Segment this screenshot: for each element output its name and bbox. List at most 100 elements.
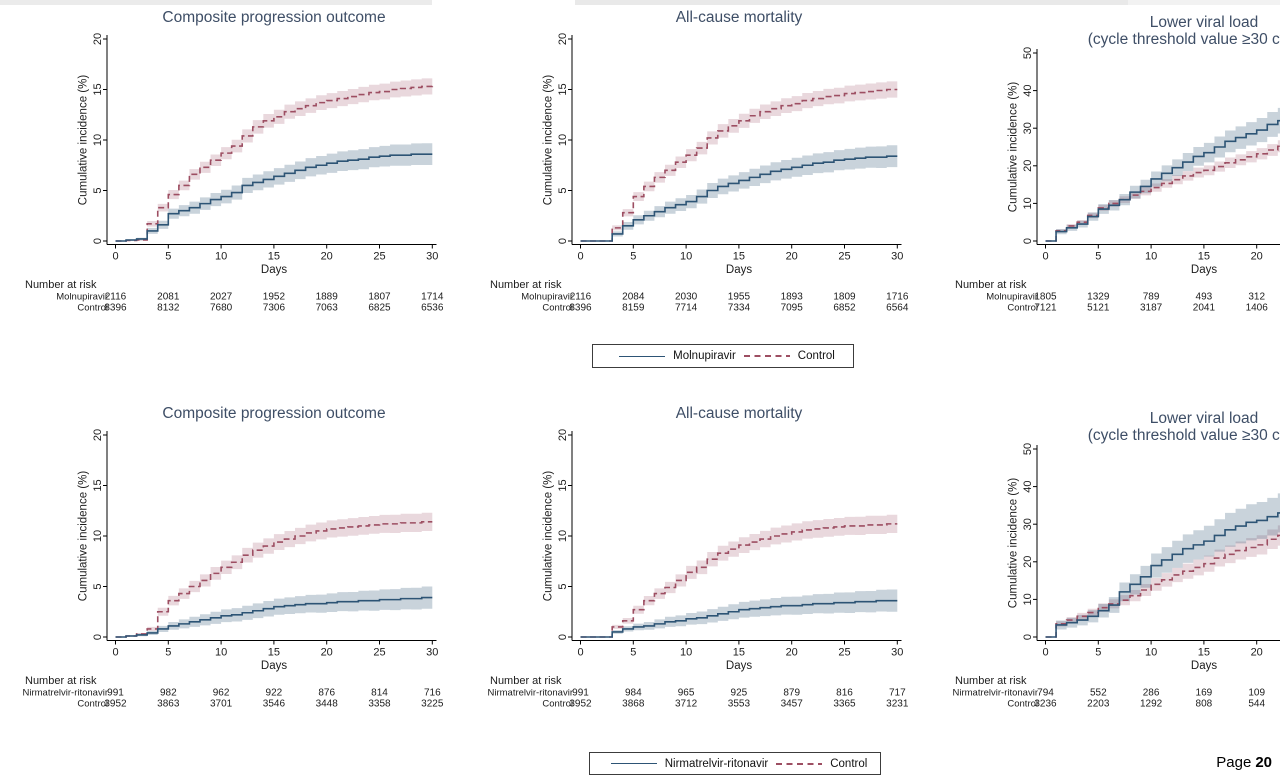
km-plot: 0 5 10 15 20 0 5 10 15 20 25 30 Days Cumulative incid… bbox=[487, 405, 908, 710]
x-tick-label: 30 bbox=[891, 251, 903, 263]
control-ci-band bbox=[1045, 525, 1280, 637]
at-risk-count: 1807 bbox=[368, 292, 391, 303]
at-risk-row-label: Nirmatrelvir-ritonavir bbox=[487, 688, 573, 699]
y-axis-label: Cumulative incidence (%) bbox=[78, 75, 90, 206]
at-risk-count: 7095 bbox=[781, 303, 804, 314]
at-risk-count: 3863 bbox=[157, 699, 180, 710]
treatment-ci-band bbox=[115, 586, 433, 637]
at-risk-count: 1805 bbox=[1034, 292, 1057, 303]
x-tick-label: 5 bbox=[1095, 251, 1101, 263]
control-line-sample bbox=[743, 355, 790, 357]
at-risk-row-label: Nirmatrelvir-ritonavir bbox=[952, 688, 1038, 699]
control-curve bbox=[580, 523, 898, 638]
x-tick-label: 30 bbox=[426, 647, 438, 659]
at-risk-count: 2116 bbox=[105, 292, 127, 303]
at-risk-count: 109 bbox=[1248, 688, 1265, 699]
control-curve bbox=[580, 88, 898, 242]
at-risk-count: 2084 bbox=[622, 292, 645, 303]
y-tick-label: 0 bbox=[557, 238, 569, 244]
x-tick-label: 25 bbox=[373, 251, 385, 263]
x-tick-label: 15 bbox=[733, 647, 745, 659]
at-risk-row-label: Control bbox=[1007, 699, 1038, 710]
control-ci-band bbox=[1045, 140, 1280, 241]
at-risk-count: 3457 bbox=[781, 699, 804, 710]
km-plot: 0 5 10 15 20 0 5 10 15 20 25 30 Days Cumulative incid… bbox=[490, 9, 909, 314]
x-tick-label: 20 bbox=[321, 251, 333, 263]
panel-title: All-cause mortality bbox=[676, 405, 803, 422]
at-risk-count: 3187 bbox=[1140, 303, 1163, 314]
at-risk-row-label: Control bbox=[77, 303, 108, 314]
y-tick-label: 0 bbox=[1022, 634, 1034, 640]
legend-control-label: Control bbox=[830, 757, 868, 770]
x-tick-label: 20 bbox=[1251, 251, 1263, 263]
y-tick-label: 0 bbox=[92, 238, 104, 244]
x-axis-label: Days bbox=[1191, 264, 1217, 276]
x-tick-label: 10 bbox=[680, 647, 692, 659]
at-risk-count: 965 bbox=[678, 688, 695, 699]
x-tick-label: 10 bbox=[1145, 251, 1157, 263]
x-axis-label: Days bbox=[261, 264, 287, 276]
y-tick-label: 15 bbox=[92, 479, 104, 491]
y-tick-label: 10 bbox=[1022, 197, 1034, 209]
treatment-line-sample bbox=[619, 355, 666, 357]
km-plot: 0 5 10 15 20 0 5 10 15 20 25 30 Days Cumulative incid… bbox=[25, 9, 444, 314]
x-tick-label: 0 bbox=[112, 251, 118, 263]
at-risk-count: 1952 bbox=[263, 292, 286, 303]
control-curve bbox=[115, 521, 433, 638]
x-tick-label: 10 bbox=[1145, 647, 1157, 659]
at-risk-row-label: Nirmatrelvir-ritonavir bbox=[22, 688, 108, 699]
at-risk-count: 8396 bbox=[104, 303, 127, 314]
control-line-sample bbox=[776, 762, 823, 765]
y-tick-label: 50 bbox=[1022, 443, 1034, 455]
y-axis-label: Cumulative incidence (%) bbox=[543, 471, 555, 602]
at-risk-count: 3358 bbox=[368, 699, 391, 710]
y-tick-label: 5 bbox=[92, 583, 104, 589]
y-tick-label: 5 bbox=[92, 187, 104, 193]
at-risk-count: 984 bbox=[625, 688, 642, 699]
y-tick-label: 0 bbox=[1022, 238, 1034, 244]
at-risk-count: 3701 bbox=[210, 699, 233, 710]
at-risk-row-label: Control bbox=[542, 699, 573, 710]
control-curve bbox=[115, 85, 434, 242]
km-plot: 0 10 20 30 40 50 0 5 10 15 20 Days Cumulative incide… bbox=[955, 14, 1280, 314]
at-risk-row-label: Control bbox=[77, 699, 108, 710]
panel-title: Lower viral load bbox=[1150, 410, 1259, 427]
y-tick-label: 5 bbox=[557, 187, 569, 193]
at-risk-count: 794 bbox=[1037, 688, 1054, 699]
at-risk-row-label: Control bbox=[1007, 303, 1038, 314]
panel-title: All-cause mortality bbox=[676, 9, 803, 26]
at-risk-count: 8132 bbox=[157, 303, 180, 314]
x-tick-label: 0 bbox=[112, 647, 118, 659]
x-tick-label: 15 bbox=[268, 647, 280, 659]
at-risk-count: 6825 bbox=[368, 303, 391, 314]
legend-treatment-label: Molnupiravir bbox=[673, 350, 736, 362]
at-risk-count: 7334 bbox=[728, 303, 751, 314]
at-risk-header: Number at risk bbox=[490, 279, 562, 291]
treatment-ci-band bbox=[115, 143, 433, 241]
at-risk-count: 991 bbox=[107, 688, 124, 699]
at-risk-count: 1955 bbox=[728, 292, 751, 303]
treatment-curve bbox=[580, 599, 898, 638]
panel-title: (cycle threshold value ≥30 cycles) bbox=[1088, 31, 1280, 48]
at-risk-count: 789 bbox=[1143, 292, 1160, 303]
y-tick-label: 15 bbox=[92, 83, 104, 95]
at-risk-count: 493 bbox=[1196, 292, 1213, 303]
at-risk-count: 816 bbox=[836, 688, 853, 699]
y-tick-label: 20 bbox=[557, 33, 569, 45]
x-tick-label: 0 bbox=[577, 251, 583, 263]
y-tick-label: 20 bbox=[1022, 160, 1034, 172]
at-risk-count: 2027 bbox=[210, 292, 233, 303]
control-ci-band bbox=[115, 512, 433, 637]
y-tick-label: 0 bbox=[92, 634, 104, 640]
legend-control-label: Control bbox=[797, 350, 835, 362]
at-risk-count: 3448 bbox=[316, 699, 339, 710]
y-tick-label: 20 bbox=[92, 33, 104, 45]
figure-image-top-edge bbox=[1128, 0, 1280, 5]
x-tick-label: 5 bbox=[630, 647, 636, 659]
y-tick-label: 10 bbox=[557, 134, 569, 146]
at-risk-count: 544 bbox=[1248, 699, 1265, 710]
y-axis-label: Cumulative incidence (%) bbox=[1008, 82, 1020, 213]
at-risk-count: 962 bbox=[213, 688, 230, 699]
y-axis-label: Cumulative incidence (%) bbox=[78, 471, 90, 602]
at-risk-count: 8159 bbox=[622, 303, 645, 314]
